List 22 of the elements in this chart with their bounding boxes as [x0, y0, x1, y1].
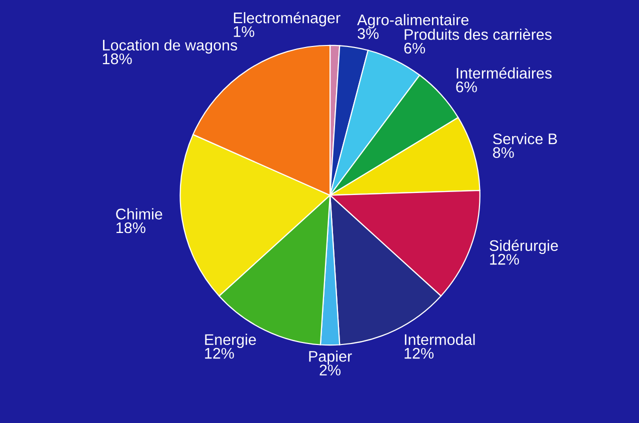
slice-label: Produits des carrières: [404, 28, 552, 40]
data-label: 2%: [320, 364, 341, 376]
slice-label: Energie: [205, 334, 256, 348]
data-label: 1%: [234, 26, 254, 37]
data-label: 12%: [404, 348, 434, 359]
data-label: 12%: [205, 348, 234, 359]
data-label: 18%: [102, 53, 132, 64]
data-label: 3%: [358, 28, 379, 40]
data-label: 12%: [490, 254, 519, 265]
slice-label: Agro-alimentaire: [357, 14, 468, 28]
data-label: 8%: [493, 147, 514, 158]
slice-label: Location de wagons: [103, 39, 238, 54]
slice-label: Electroménager: [234, 12, 340, 26]
data-label: 6%: [456, 82, 477, 92]
slice-label: Service B: [493, 133, 557, 144]
data-label: 18%: [116, 222, 146, 234]
slice-label: Intermédiaires: [456, 67, 552, 79]
slice-label: Papier: [309, 350, 352, 365]
data-label: 6%: [404, 42, 426, 54]
slice-label: Intermodal: [404, 334, 475, 346]
slice-label: Sidérurgie: [490, 240, 558, 254]
slice-label: Chimie: [116, 208, 162, 220]
